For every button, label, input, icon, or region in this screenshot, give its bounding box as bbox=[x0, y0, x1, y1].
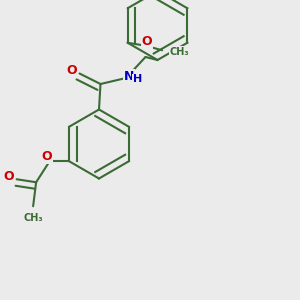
Text: CH₃: CH₃ bbox=[169, 47, 189, 57]
Text: O: O bbox=[4, 170, 14, 183]
Text: O: O bbox=[41, 150, 52, 163]
Text: O: O bbox=[142, 35, 152, 48]
Text: H: H bbox=[133, 74, 142, 85]
Text: O: O bbox=[67, 64, 77, 77]
Text: CH₃: CH₃ bbox=[23, 213, 43, 223]
Text: N: N bbox=[124, 70, 134, 83]
